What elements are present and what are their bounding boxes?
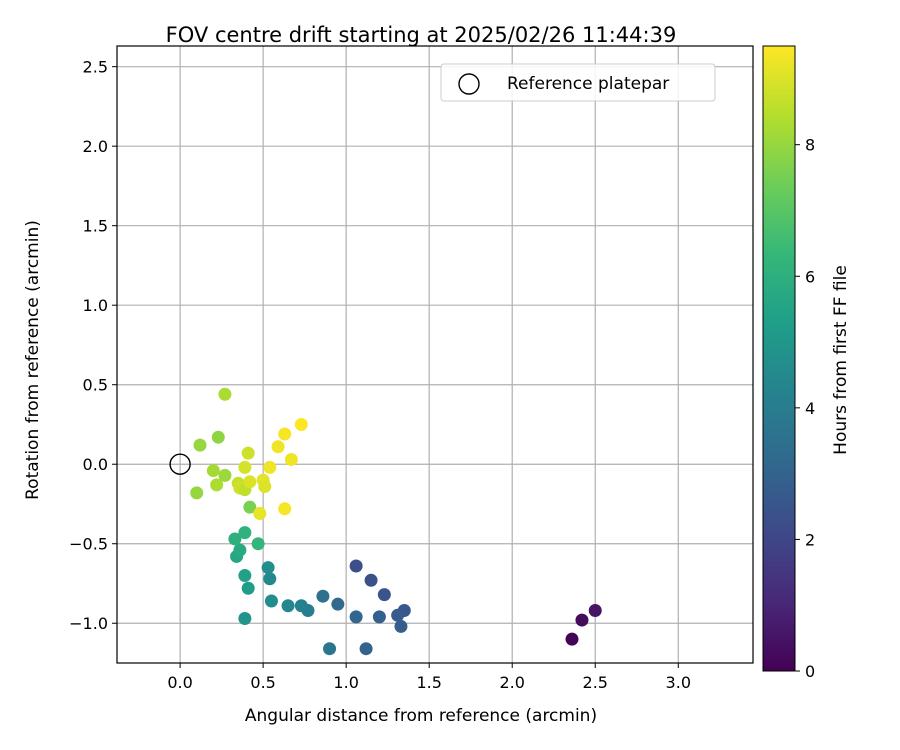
x-tick-label: 2.0	[499, 673, 524, 692]
y-tick-label: 2.5	[83, 58, 108, 77]
scatter-point	[372, 610, 386, 624]
scatter-point	[394, 619, 408, 633]
plot-frame	[116, 45, 754, 664]
scatter-point	[211, 430, 225, 444]
scatter-point	[238, 611, 252, 625]
x-tick-label: 1.5	[416, 673, 441, 692]
y-tick-label: 1.5	[83, 217, 108, 236]
scatter-point	[258, 479, 272, 493]
x-axis-ticks: 0.0 0.5 1.0 1.5 2.0 2.5 3.0	[167, 663, 691, 692]
y-tick-label: 2.0	[83, 137, 108, 156]
scatter-points	[190, 387, 602, 656]
colorbar-tick-label: 2	[805, 530, 815, 549]
colorbar-gradient	[762, 45, 796, 672]
scatter-point	[218, 468, 232, 482]
scatter-point	[263, 572, 277, 586]
legend-box	[440, 63, 716, 102]
scatter-point	[264, 594, 278, 608]
colorbar: 0 2 4 6 8 Hours from first FF file	[762, 45, 851, 681]
scatter-point	[349, 559, 363, 573]
y-tick-label: −1.0	[69, 614, 108, 633]
scatter-point	[190, 486, 204, 500]
x-tick-label: 2.5	[583, 673, 608, 692]
colorbar-tick-label: 8	[805, 136, 815, 155]
scatter-point	[238, 460, 252, 474]
scatter-point	[359, 642, 373, 656]
scatter-point	[278, 427, 292, 441]
scatter-point	[316, 589, 330, 603]
y-axis-ticks: −1.0 −0.5 0.0 0.5 1.0 1.5 2.0 2.5	[69, 58, 117, 633]
colorbar-tick-label: 4	[805, 399, 815, 418]
x-axis-label: Angular distance from reference (arcmin)	[245, 706, 597, 726]
scatter-point	[233, 543, 247, 557]
scatter-point	[241, 446, 255, 460]
scatter-point	[238, 526, 252, 540]
scatter-point	[364, 573, 378, 587]
scatter-point	[278, 502, 292, 516]
scatter-point	[331, 597, 345, 611]
y-tick-label: −0.5	[69, 535, 108, 554]
y-axis-label: Rotation from reference (arcmin)	[23, 220, 43, 500]
scatter-point	[218, 387, 232, 401]
colorbar-tick-label: 0	[805, 662, 815, 681]
chart-title: FOV centre drift starting at 2025/02/26 …	[166, 23, 677, 47]
reference-platepar-marker	[169, 453, 191, 475]
y-tick-label: 1.0	[83, 296, 108, 315]
colorbar-ticks: 0 2 4 6 8	[795, 136, 815, 681]
scatter-point	[323, 642, 337, 656]
legend-open-circle-marker	[458, 73, 480, 95]
scatter-point	[243, 500, 257, 514]
scatter-point	[241, 581, 255, 595]
scatter-point	[261, 561, 275, 575]
scatter-point	[251, 537, 265, 551]
x-tick-label: 1.0	[333, 673, 358, 692]
scatter-point	[243, 475, 257, 489]
scatter-point	[294, 599, 308, 613]
scatter-point	[271, 440, 285, 454]
colorbar-label: Hours from first FF file	[831, 265, 851, 455]
y-tick-label: 0.5	[83, 376, 108, 395]
scatter-point	[565, 632, 579, 646]
scatter-point	[391, 608, 405, 622]
colorbar-tick-label: 6	[805, 267, 815, 286]
scatter-point	[263, 460, 277, 474]
scatter-point	[206, 464, 220, 478]
legend-label: Reference platepar	[507, 74, 669, 94]
x-tick-label: 0.5	[250, 673, 275, 692]
scatter-point	[253, 507, 267, 521]
scatter-point	[294, 417, 308, 431]
scatter-point	[349, 610, 363, 624]
scatter-point	[284, 452, 298, 466]
scatter-point	[281, 599, 295, 613]
scatter-point	[588, 604, 602, 618]
scatter-point	[193, 438, 207, 452]
x-tick-label: 0.0	[167, 673, 192, 692]
scatter-point	[210, 478, 224, 492]
legend: Reference platepar	[440, 63, 716, 102]
scatter-point	[238, 569, 252, 583]
grid	[117, 46, 753, 663]
x-tick-label: 3.0	[666, 673, 691, 692]
scatter-point	[575, 613, 589, 627]
scatter-point	[377, 588, 391, 602]
scatter-point	[228, 532, 242, 546]
reference-marker	[169, 453, 191, 475]
y-tick-label: 0.0	[83, 455, 108, 474]
